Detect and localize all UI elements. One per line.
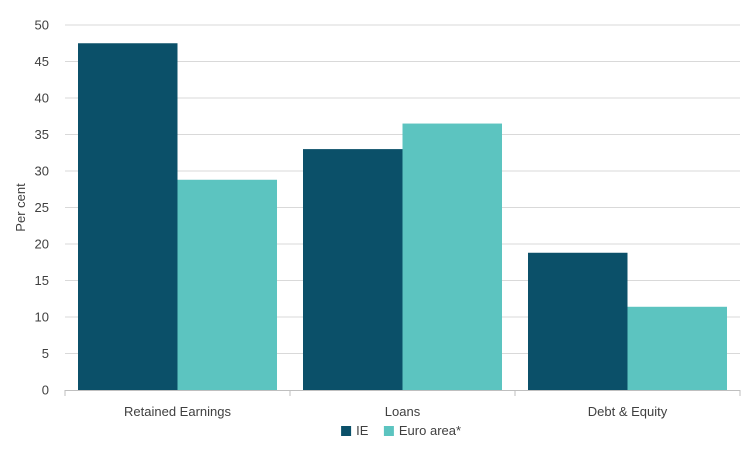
legend: IE Euro area* [341,423,461,438]
y-tick-label: 30 [35,164,49,179]
y-tick-label: 0 [42,383,49,398]
legend-label: IE [356,423,369,438]
y-axis-title: Per cent [13,183,28,232]
y-tick-label: 50 [35,18,49,33]
y-tick-label: 20 [35,237,49,252]
y-tick-label: 15 [35,273,49,288]
legend-swatch-1 [383,426,394,436]
x-tick-label: Retained Earnings [124,404,231,419]
y-tick-label: 35 [35,127,49,142]
x-tick-labels: Retained Earnings Loans Debt & Equity [124,404,668,419]
y-tick-label: 40 [35,91,49,106]
bar-ie-retained-earnings [78,43,178,390]
bar-euro-area-debt-equity [627,306,727,390]
axes [64,390,741,396]
y-tick-labels: 0 5 10 15 20 25 30 35 40 45 50 [35,18,49,398]
bar-ie-loans [303,149,403,390]
bar-ie-debt-equity [528,252,628,390]
bar-euro-area-loans [402,123,502,391]
y-tick-label: 25 [35,200,49,215]
x-tick-label: Debt & Equity [588,404,668,419]
y-tick-label: 5 [42,346,49,361]
bar-euro-area-retained-earnings [177,179,277,390]
legend-swatch-0 [341,426,352,436]
legend-label: Euro area* [399,423,461,438]
y-tick-label: 10 [35,310,49,325]
bars [78,43,727,391]
x-tick-label: Loans [385,404,421,419]
y-tick-label: 45 [35,54,49,69]
